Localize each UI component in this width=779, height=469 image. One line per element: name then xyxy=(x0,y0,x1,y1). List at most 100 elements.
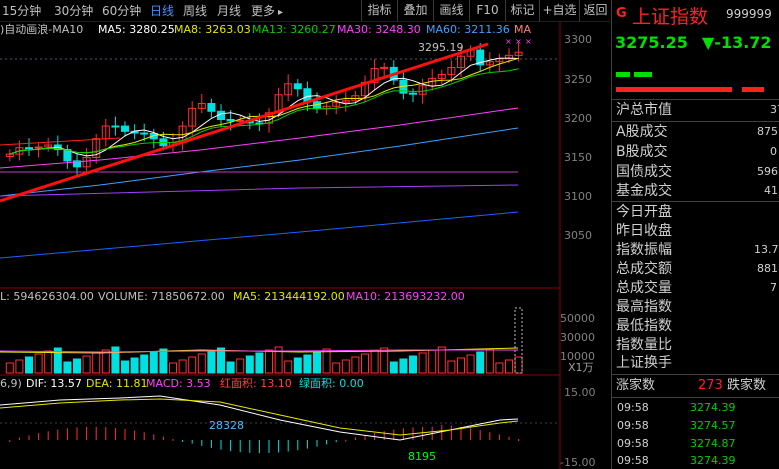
up-count-label: 涨家数 xyxy=(616,378,656,393)
volume-bar xyxy=(495,362,504,374)
dea-line xyxy=(0,398,519,436)
macd-value: MACD: 3.53 xyxy=(146,377,211,390)
ask-bar xyxy=(742,87,764,92)
macd-tick: -15.00 xyxy=(560,456,596,469)
volume-bar xyxy=(15,359,24,374)
row-label: 沪总市值 xyxy=(616,102,672,118)
volume-ma10-line xyxy=(0,349,518,353)
volume-bar xyxy=(505,359,513,374)
volume-bar xyxy=(351,356,360,374)
mark-button[interactable]: 标记 xyxy=(505,0,539,21)
ma13-line xyxy=(9,68,519,155)
row-value: 37 xyxy=(770,103,779,116)
period-monthly[interactable]: 月线 xyxy=(217,4,242,18)
candle-body xyxy=(341,100,350,103)
index-code: 999999 xyxy=(726,7,772,21)
indicator-button[interactable]: 指标 xyxy=(361,0,397,21)
price-tick: 3300 xyxy=(564,33,592,46)
row-value: 41 xyxy=(764,184,778,197)
divider xyxy=(612,121,779,122)
volume-bar xyxy=(380,347,389,374)
candle-body xyxy=(284,83,293,96)
support-line xyxy=(0,137,121,146)
row-label: 最低指数 xyxy=(616,318,672,334)
period-60min[interactable]: 60分钟 xyxy=(102,4,142,18)
volume-bar xyxy=(25,356,33,374)
divider xyxy=(612,374,779,375)
tick-price: 3274.87 xyxy=(690,437,736,450)
volume-bar xyxy=(303,354,312,374)
row-label: 总成交量 xyxy=(616,280,672,296)
candle-body xyxy=(149,133,158,140)
row-label: 指数振幅 xyxy=(616,242,672,258)
macd-red-area: 红面积: 13.10 xyxy=(220,377,292,390)
period-more[interactable]: 更多 xyxy=(251,4,276,18)
row-value: 0 xyxy=(770,145,777,158)
volume-bar xyxy=(466,354,475,374)
f10-button[interactable]: F10 xyxy=(469,0,505,21)
row-label: 指数量比 xyxy=(616,337,672,353)
volume-bar xyxy=(437,346,446,374)
volume-bar xyxy=(428,349,437,374)
candle-body xyxy=(140,132,149,135)
tick-time: 09:58 xyxy=(617,401,649,414)
volume-bar xyxy=(140,354,149,374)
overlay-button[interactable]: 叠加 xyxy=(397,0,433,21)
period-30min[interactable]: 30分钟 xyxy=(54,4,94,18)
price-tick: 3050 xyxy=(564,229,592,242)
volume-bar xyxy=(274,346,283,374)
row-label: 昨日收盘 xyxy=(616,223,672,239)
candle-body xyxy=(409,92,417,95)
bid-bar xyxy=(616,72,630,77)
divider xyxy=(612,397,779,398)
candle-body xyxy=(188,107,197,127)
candle-body xyxy=(197,103,206,109)
ma60-value: MA60: 3211.36 xyxy=(426,23,510,36)
quote-panel: G 上证指数 999999 3275.25 ▼-13.72 沪总市值 37 A股… xyxy=(611,0,779,469)
dif-line xyxy=(0,395,519,441)
volume-bar xyxy=(130,357,139,374)
row-value: 13.7 xyxy=(754,243,779,256)
back-button[interactable]: 返回 xyxy=(579,0,611,21)
add-watchlist-button[interactable]: +自选 xyxy=(539,0,579,21)
volume-bar xyxy=(34,353,43,374)
volume-bar xyxy=(207,350,216,374)
volume-bar xyxy=(255,352,264,374)
macd-legend: 6,9) DIF: 13.57 DEA: 11.81 MACD: 3.53 红面… xyxy=(0,377,560,391)
ma120-line xyxy=(0,184,519,197)
candle-body xyxy=(332,101,341,107)
row-label: 总成交额 xyxy=(616,261,672,277)
more-arrow-icon[interactable]: ▸ xyxy=(278,7,284,18)
volume-tick: 10000 xyxy=(560,350,595,363)
up-count-value: 273 xyxy=(698,378,723,393)
draw-line-button[interactable]: 画线 xyxy=(433,0,469,21)
macd-green-area: 绿面积: 0.00 xyxy=(299,377,364,390)
candle-body xyxy=(25,147,33,150)
candle-body xyxy=(5,153,14,158)
volume-bar xyxy=(341,359,350,374)
macd-params: 6,9) xyxy=(0,377,22,390)
volume-axis: 50000 30000 10000 X1万 xyxy=(560,305,610,375)
period-15min[interactable]: 15分钟 xyxy=(2,4,42,18)
candle-body xyxy=(226,118,235,122)
volume-ma5: MA5: 213444192.00 xyxy=(233,290,345,303)
volume-bar xyxy=(73,358,81,374)
period-toolbar: 15分钟 30分钟 60分钟 日线 周线 月线 更多 ▸ 指标 叠加 画线 F1… xyxy=(0,0,610,22)
ma8-value: MA8: 3263.03 xyxy=(174,23,251,36)
period-daily[interactable]: 日线 xyxy=(150,4,175,18)
price-tick: 3200 xyxy=(564,112,592,125)
period-weekly[interactable]: 周线 xyxy=(183,4,208,18)
macd-dif: DIF: 13.57 xyxy=(26,377,82,390)
candle-body xyxy=(73,160,81,168)
volume-bar xyxy=(514,356,523,374)
volume-tick: 30000 xyxy=(560,331,595,344)
candle-body xyxy=(485,61,494,66)
row-label: 上证换手 xyxy=(616,355,672,371)
volume-bar xyxy=(447,360,456,374)
candle-body xyxy=(236,119,245,122)
trend-line xyxy=(0,42,489,203)
volume-bar xyxy=(63,361,72,374)
volume-bar xyxy=(169,362,177,374)
kline-chart[interactable]: × × × xyxy=(0,0,610,469)
volume-bar xyxy=(5,362,14,374)
